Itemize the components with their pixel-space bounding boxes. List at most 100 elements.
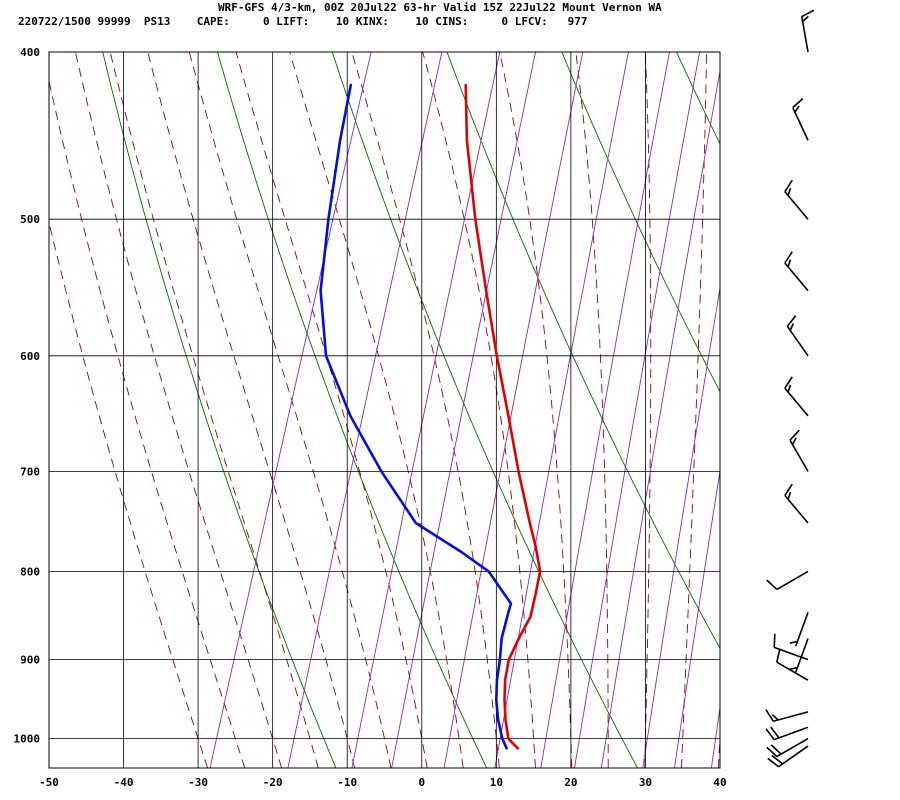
wind-barb: [792, 97, 809, 141]
wind-barb: [784, 179, 809, 220]
y-tick-label: 600: [20, 350, 40, 363]
wind-barb: [766, 570, 809, 591]
wind-barb-flag: [776, 648, 781, 663]
wind-barb-flag: [789, 323, 794, 331]
wind-barb: [784, 376, 809, 417]
wind-barb-flag: [792, 97, 804, 109]
wind-barb-flag: [794, 105, 800, 113]
wind-barb-staff: [786, 325, 809, 357]
moist-adiabat: [499, 52, 573, 768]
wind-barb-staff: [784, 262, 809, 292]
thermodynamic-guide-lines: [49, 52, 720, 768]
y-tick-label: 400: [20, 46, 40, 59]
mixing-ratio-line: [540, 52, 670, 768]
y-tick-label: 700: [20, 465, 40, 478]
wind-barb: [776, 648, 809, 681]
wind-barb: [767, 745, 809, 768]
x-tick-label: -50: [39, 776, 59, 789]
wind-barb: [784, 251, 809, 292]
chart-title: WRF-GFS 4/3-km, 00Z 20Jul22 63-hr Valid …: [218, 1, 662, 14]
sounding-profiles: [319, 83, 542, 750]
mixing-ratio-line: [209, 52, 372, 768]
dry-adiabat: [102, 52, 337, 768]
wind-barb-staff: [776, 570, 809, 591]
wind-barb-staff: [800, 16, 809, 53]
moist-adiabat: [235, 52, 428, 768]
wind-barb-staff: [789, 439, 809, 472]
x-tick-label: -20: [263, 776, 283, 789]
wind-barb-flag: [773, 633, 776, 648]
plot-frame: [48, 51, 721, 769]
wind-barb: [786, 315, 809, 357]
moist-adiabat: [422, 52, 536, 768]
wind-barb-flag: [784, 376, 793, 389]
moist-adiabat: [188, 52, 392, 768]
x-tick-label: 10: [490, 776, 503, 789]
wind-barb-staff: [784, 387, 809, 417]
moist-adiabat: [147, 52, 356, 768]
wind-barb-staff: [773, 726, 809, 741]
mixing-ratio-line: [574, 52, 701, 768]
wind-barb-flag: [801, 9, 815, 18]
wind-barb-flag: [787, 384, 792, 393]
wind-barb-flag: [767, 757, 780, 768]
wind-barb-flag: [770, 726, 780, 739]
wind-barb: [789, 429, 809, 472]
wind-barb: [789, 638, 809, 673]
y-tick-label: 800: [20, 565, 40, 578]
sounding-indices: 220722/1500 99999 PS13 CAPE: 0 LIFT: 10 …: [18, 15, 588, 28]
wind-barb-flag: [765, 709, 774, 722]
wind-barb-flag: [766, 746, 778, 758]
dewpoint-profile: [319, 83, 513, 750]
wind-barb-flag: [770, 744, 782, 755]
mixing-ratio-line: [674, 468, 720, 768]
wind-barb-flag: [784, 179, 793, 193]
moist-adiabat: [717, 730, 720, 768]
wind-barb-flag: [786, 315, 797, 327]
wind-barb-staff: [784, 494, 809, 524]
x-tick-label: 20: [564, 776, 577, 789]
temperature-profile: [464, 83, 542, 750]
wind-barb-flag: [784, 483, 793, 496]
wind-barb: [789, 612, 809, 647]
wind-barb-staff: [773, 711, 809, 723]
mixing-ratio-line: [600, 69, 720, 768]
wind-barb-flag: [771, 754, 784, 765]
wind-barb-flag: [771, 714, 779, 721]
mixing-ratio-line: [287, 52, 443, 768]
moist-adiabat: [49, 220, 209, 768]
moist-adiabat: [351, 52, 500, 768]
mixing-ratio-line: [391, 52, 537, 768]
dry-adiabat: [446, 52, 720, 650]
wind-barb: [765, 709, 809, 723]
wind-barb: [766, 737, 809, 758]
wind-barb-staff: [776, 737, 809, 758]
moist-adiabat: [74, 52, 283, 768]
wind-barb-flag: [787, 491, 792, 500]
mixing-ratio-line: [710, 705, 720, 768]
x-tick-label: 0: [418, 776, 425, 789]
wind-barb-staff: [794, 612, 809, 647]
y-tick-label: 1000: [14, 733, 41, 746]
grid-lines: [49, 52, 720, 768]
wind-barb-staff: [794, 638, 809, 673]
wind-barb-flag: [789, 640, 798, 644]
mixing-ratio-line: [351, 52, 501, 768]
x-tick-label: 30: [639, 776, 652, 789]
wind-barb-flag: [787, 187, 792, 196]
wind-barb-flag: [766, 579, 778, 590]
wind-barb-flag: [765, 728, 775, 741]
wind-barb-flag: [802, 15, 809, 23]
wind-barb-flag: [789, 666, 798, 671]
wind-barb-flag: [789, 429, 800, 441]
wind-barb: [773, 633, 809, 661]
wind-barb: [800, 9, 815, 53]
moist-adiabat: [644, 52, 652, 768]
y-tick-label: 500: [20, 213, 40, 226]
moist-adiabat: [575, 52, 609, 768]
moist-adiabat: [49, 79, 246, 768]
dry-adiabat: [561, 52, 720, 393]
y-tick-label: 900: [20, 654, 40, 667]
moist-adiabat: [289, 52, 464, 768]
